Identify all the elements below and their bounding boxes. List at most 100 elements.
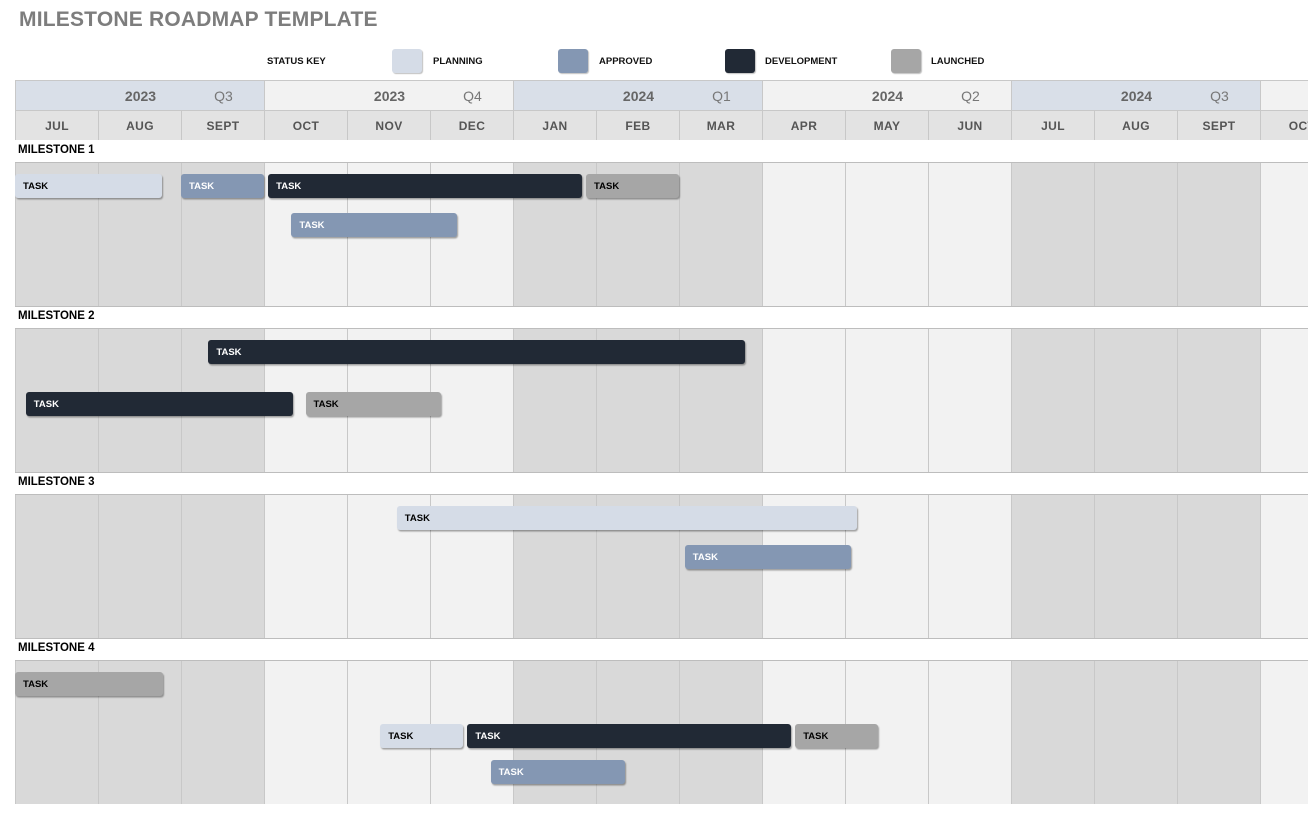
quarter-year: 2024 <box>1120 87 1153 104</box>
milestone-divider <box>15 306 1308 307</box>
roadmap-board: 2023 Q3 2023 Q4 2024 Q1 2024 Q2 2024 Q3 JUL AUG SEPT… <box>15 80 1308 804</box>
month-header: FEB <box>596 110 679 140</box>
grid-column <box>1260 660 1308 804</box>
quarter-header: 2023 Q3 <box>15 80 264 110</box>
grid-column <box>1260 494 1308 638</box>
grid-column <box>845 328 928 472</box>
grid-column <box>1094 494 1177 638</box>
quarter-label: Q1 <box>712 87 731 104</box>
quarter-year: 2023 <box>124 87 157 104</box>
task-bar-approved[interactable]: TASK <box>181 174 264 198</box>
grid-column <box>264 660 347 804</box>
task-bar-launched[interactable]: TASK <box>586 174 679 198</box>
month-header: APR <box>762 110 845 140</box>
milestone-divider <box>15 638 1308 639</box>
quarter-header: 2024 Q3 <box>1011 80 1260 110</box>
status-key-label: STATUS KEY <box>267 56 326 67</box>
task-bar-development[interactable]: TASK <box>208 340 746 364</box>
month-header: NOV <box>347 110 430 140</box>
milestone-divider <box>15 660 1308 661</box>
month-header: AUG <box>98 110 181 140</box>
development-swatch <box>725 49 755 73</box>
grid-column <box>1177 328 1260 472</box>
planning-swatch <box>392 49 422 73</box>
grid-column <box>1177 660 1260 804</box>
grid-column <box>1177 494 1260 638</box>
task-bar-launched[interactable]: TASK <box>305 392 441 416</box>
planning-key-label: PLANNING <box>433 56 483 67</box>
grid-column <box>1011 162 1094 306</box>
month-header: DEC <box>430 110 513 140</box>
grid-column <box>1011 660 1094 804</box>
grid-column <box>1177 162 1260 306</box>
quarter-header: 2024 Q1 <box>513 80 762 110</box>
grid-column <box>15 494 98 638</box>
launched-swatch <box>891 49 921 73</box>
milestone-label: MILESTONE 2 <box>18 310 95 322</box>
milestone-divider <box>15 494 1308 495</box>
grid-column <box>1094 162 1177 306</box>
approved-key-label: APPROVED <box>599 56 653 67</box>
milestone-divider <box>15 472 1308 473</box>
quarter-header: 2024 Q2 <box>762 80 1011 110</box>
quarter-year: 2023 <box>373 87 406 104</box>
month-header: MAR <box>679 110 762 140</box>
month-header: MAY <box>845 110 928 140</box>
task-bar-approved[interactable]: TASK <box>490 760 626 784</box>
milestone-label: MILESTONE 3 <box>18 476 95 488</box>
quarter-label: Q3 <box>1210 87 1229 104</box>
grid-column <box>1260 328 1308 472</box>
launched-key-label: LAUNCHED <box>931 56 985 67</box>
task-bar-planning[interactable]: TASK <box>15 174 162 198</box>
approved-swatch <box>558 49 588 73</box>
milestone-divider <box>15 162 1308 163</box>
grid-column <box>181 660 264 804</box>
quarter-label: Q3 <box>214 87 233 104</box>
month-header: JUL <box>15 110 98 140</box>
grid-column <box>1260 162 1308 306</box>
quarter-label: Q2 <box>961 87 980 104</box>
month-header: AUG <box>1094 110 1177 140</box>
task-bar-launched[interactable]: TASK <box>795 724 879 748</box>
task-bar-planning[interactable]: TASK <box>396 506 858 530</box>
milestone-divider <box>15 328 1308 329</box>
task-bar-development[interactable]: TASK <box>25 392 294 416</box>
grid-column <box>928 162 1011 306</box>
month-header: JUN <box>928 110 1011 140</box>
grid-column <box>1094 328 1177 472</box>
task-bar-approved[interactable]: TASK <box>291 213 458 237</box>
month-header: OCT <box>264 110 347 140</box>
grid-column <box>762 328 845 472</box>
grid-column <box>1011 328 1094 472</box>
quarter-label: Q4 <box>463 87 482 104</box>
grid-column <box>679 162 762 306</box>
task-bar-approved[interactable]: TASK <box>684 545 851 569</box>
task-bar-planning[interactable]: TASK <box>380 724 464 748</box>
grid-column <box>181 494 264 638</box>
quarter-year: 2024 <box>871 87 904 104</box>
month-header: JUL <box>1011 110 1094 140</box>
grid-column <box>845 494 928 638</box>
month-header: OCT <box>1260 110 1308 140</box>
grid-column <box>1094 660 1177 804</box>
task-bar-development[interactable]: TASK <box>467 724 792 748</box>
grid-column <box>264 494 347 638</box>
task-bar-development[interactable]: TASK <box>268 174 582 198</box>
quarter-year: 2024 <box>622 87 655 104</box>
month-header: JAN <box>513 110 596 140</box>
development-key-label: DEVELOPMENT <box>765 56 838 67</box>
milestone-label: MILESTONE 1 <box>18 144 95 156</box>
grid-column <box>928 328 1011 472</box>
grid-column <box>98 494 181 638</box>
grid-column <box>762 162 845 306</box>
quarter-header <box>1260 80 1308 110</box>
page-title: MILESTONE ROADMAP TEMPLATE <box>19 8 378 31</box>
grid-column <box>1011 494 1094 638</box>
month-header: SEPT <box>1177 110 1260 140</box>
grid-column <box>928 660 1011 804</box>
month-header: SEPT <box>181 110 264 140</box>
task-bar-launched[interactable]: TASK <box>15 672 163 696</box>
quarter-header: 2023 Q4 <box>264 80 513 110</box>
grid-column <box>845 162 928 306</box>
grid-column <box>928 494 1011 638</box>
